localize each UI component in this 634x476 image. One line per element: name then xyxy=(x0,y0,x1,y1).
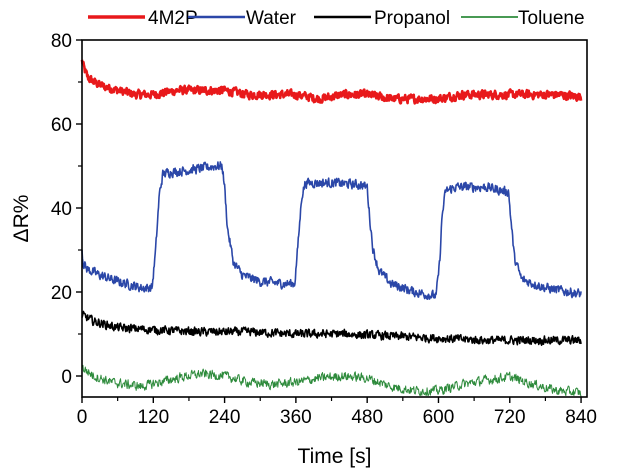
series-line-propanol xyxy=(81,310,582,346)
axis-ticks: 0 120 240 360 480 600 720 840 0 20 40 60 80 xyxy=(51,31,597,428)
x-tick-label: 600 xyxy=(423,407,455,428)
legend-label-4m2p: 4M2P xyxy=(148,8,198,29)
x-axis-label: Time [s] xyxy=(298,445,372,468)
x-tick-label: 720 xyxy=(494,407,526,428)
x-tick-label: 120 xyxy=(137,407,169,428)
series-layer xyxy=(80,59,583,397)
legend-label-water: Water xyxy=(246,8,297,29)
x-tick-label: 360 xyxy=(280,407,312,428)
y-tick-label: 40 xyxy=(51,199,72,220)
y-tick-label: 60 xyxy=(51,115,72,136)
x-tick-label: 240 xyxy=(209,407,241,428)
plot-frame xyxy=(81,39,588,398)
y-axis-label: ΔR% xyxy=(10,195,33,243)
x-tick-label: 840 xyxy=(565,407,597,428)
legend: 4M2P Water Propanol Toluene xyxy=(88,8,585,29)
y-tick-label: 0 xyxy=(61,367,72,388)
x-tick-label: 0 xyxy=(77,407,88,428)
y-tick-label: 20 xyxy=(51,283,72,304)
y-tick-label: 80 xyxy=(51,31,72,52)
legend-label-toluene: Toluene xyxy=(518,8,585,29)
series-line-water xyxy=(81,161,582,300)
series-line-toluene xyxy=(81,364,582,397)
x-tick-label: 480 xyxy=(351,407,383,428)
legend-label-propanol: Propanol xyxy=(374,8,450,29)
series-line-4m2p xyxy=(80,59,583,105)
